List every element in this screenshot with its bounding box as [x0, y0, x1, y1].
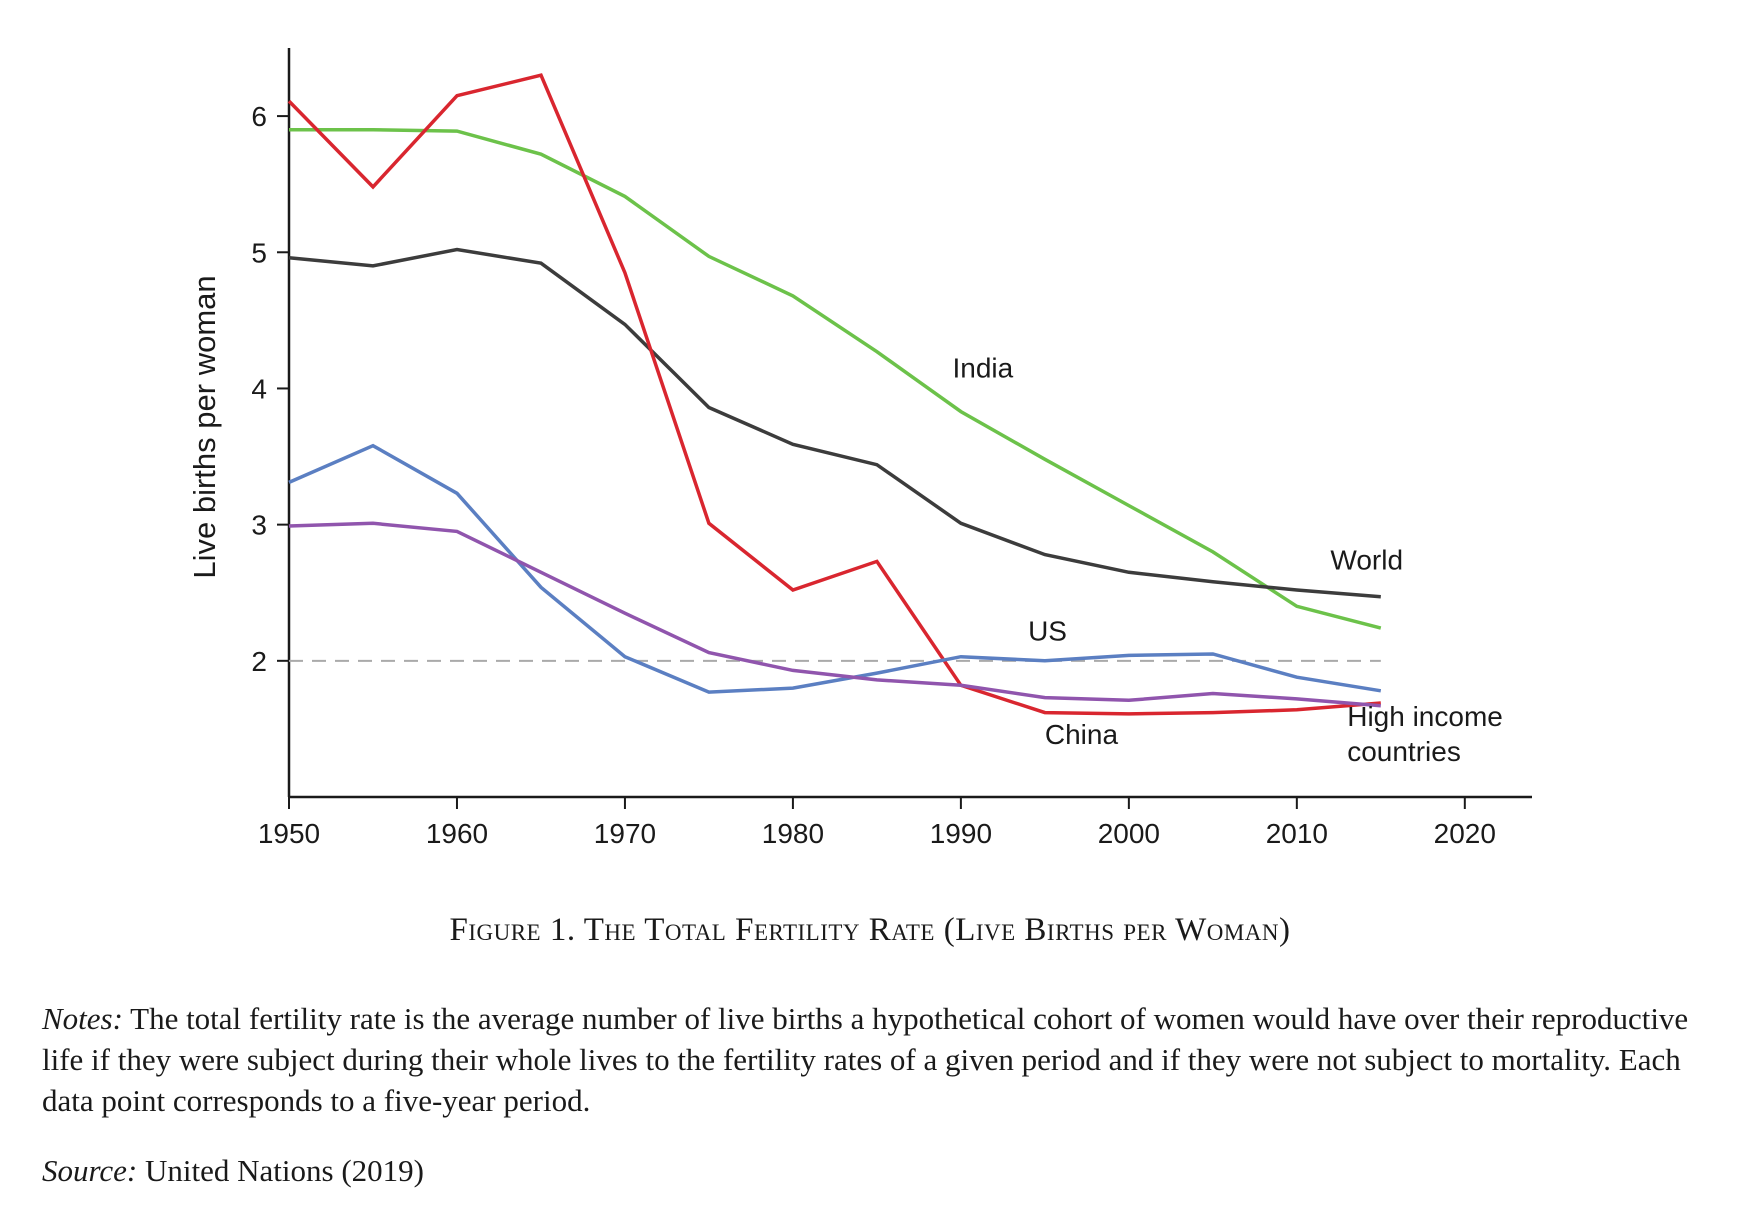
x-tick-label: 1960 [426, 818, 488, 849]
x-tick-label: 2000 [1098, 818, 1160, 849]
source-label: Source: [42, 1153, 138, 1188]
series-label-line: China [1045, 719, 1119, 750]
figure-caption: Figure 1. The Total Fertility Rate (Live… [449, 912, 1291, 948]
series-line-india [289, 127, 1382, 630]
series-line-us [288, 443, 1382, 694]
series-label-us: US [1028, 615, 1067, 646]
fertility-line-chart: 1950 1960 1970 1980 1990 2000 2010 2020 2 3 4 5 6 I… [187, 48, 1532, 849]
series-label-line: World [1330, 545, 1403, 576]
series-label-india: India [952, 353, 1013, 384]
series-line-china [287, 73, 1381, 716]
series-label-line: High income [1347, 701, 1503, 732]
series-label-line: countries [1347, 736, 1461, 767]
series-label-high-income-countries: High income countries [1347, 701, 1503, 767]
series-line-world [288, 247, 1381, 599]
y-axis-label: Live births per woman [187, 275, 222, 578]
x-tick-label: 2010 [1266, 818, 1328, 849]
y-tick-label: 3 [251, 510, 267, 541]
series-line-high-income-countries [288, 521, 1381, 708]
figure-notes: Notes: The total fertility rate is the a… [42, 998, 1702, 1121]
notes-text: The total fertility rate is the average … [42, 1001, 1689, 1118]
series-label-world: World [1330, 545, 1403, 576]
axes [287, 48, 1532, 799]
y-axis-ticks: 2 3 4 5 6 [251, 101, 289, 677]
y-tick-label: 5 [251, 237, 267, 268]
y-tick-label: 4 [251, 373, 267, 404]
y-tick-label: 2 [251, 646, 267, 677]
x-tick-label: 1950 [258, 818, 320, 849]
x-tick-label: 2020 [1434, 818, 1496, 849]
series-lines [287, 73, 1382, 716]
series-label-china: China [1045, 719, 1119, 750]
figure-source: Source: United Nations (2019) [42, 1150, 1702, 1191]
y-tick-label: 6 [251, 101, 267, 132]
x-tick-label: 1980 [762, 818, 824, 849]
source-text: United Nations (2019) [137, 1153, 424, 1188]
x-tick-label: 1970 [594, 818, 656, 849]
x-tick-label: 1990 [930, 818, 992, 849]
series-label-line: US [1028, 615, 1067, 646]
x-axis-ticks: 1950 1960 1970 1980 1990 2000 2010 2020 [258, 797, 1496, 849]
notes-label: Notes: [42, 1001, 123, 1036]
series-labels: India World US China High income countries [952, 353, 1502, 768]
series-label-line: India [952, 353, 1013, 384]
